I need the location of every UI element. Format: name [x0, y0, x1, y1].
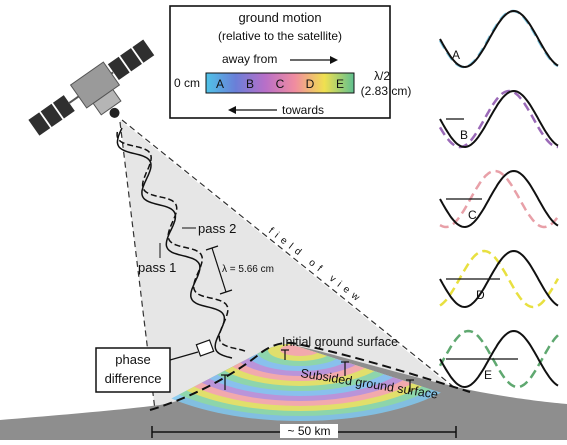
wave-panel-b: B	[438, 89, 559, 149]
half-wavelength-label: λ/2	[374, 69, 390, 83]
initial-surface-label: Initial ground surface	[282, 335, 398, 349]
wave-panel-e: E	[438, 329, 559, 389]
wave-panel-label: D	[476, 288, 485, 302]
reference-wave	[439, 169, 559, 229]
satellite-icon	[27, 38, 156, 137]
shifted-wave	[438, 329, 559, 389]
phase-difference-marker	[195, 339, 215, 357]
phase-difference-line2: difference	[105, 371, 162, 386]
fov-edge-right	[121, 119, 471, 401]
legend-title: ground motion	[238, 10, 321, 25]
wave-panel-label: B	[460, 128, 468, 142]
towards-label: towards	[282, 103, 324, 117]
subsidence-markers	[221, 349, 414, 392]
pass-2-label: pass 2	[198, 221, 236, 236]
reference-wave	[439, 329, 559, 389]
fringe-letter-a: A	[216, 77, 224, 91]
wavelength-label: λ = 5.66 cm	[222, 264, 274, 275]
half-wavelength-value: (2.83 cm)	[361, 84, 412, 98]
field-of-view-cone	[120, 120, 470, 410]
pass-1-label: pass 1	[138, 260, 176, 275]
initial-ground-surface-line	[149, 341, 471, 411]
wavelength-marker	[211, 247, 227, 293]
fringe-letter-e: E	[336, 77, 344, 91]
wave-panel-d: D	[439, 249, 560, 309]
wave-comparison-panels: A B C D E	[438, 9, 560, 389]
pass-1-wave	[116, 127, 233, 359]
zero-cm-label: 0 cm	[174, 76, 200, 90]
wave-panel-label: E	[484, 368, 492, 382]
pass-2-wave	[116, 131, 248, 353]
phase-difference-box	[95, 347, 171, 393]
scale-bar-label: ~ 50 km	[287, 424, 330, 438]
legend-box	[169, 5, 391, 119]
wave-panel-label: A	[452, 48, 460, 62]
reference-wave	[439, 249, 559, 309]
reference-wave	[439, 89, 559, 149]
fringe-letter-d: D	[306, 77, 315, 91]
interferogram-fringes	[130, 344, 470, 421]
wave-panel-a: A	[438, 9, 559, 69]
reference-wave	[439, 9, 559, 69]
shifted-wave	[439, 169, 559, 229]
legend-subtitle: (relative to the satellite)	[218, 29, 342, 43]
color-scale-bar	[205, 72, 355, 94]
fringe-letter-b: B	[246, 77, 254, 91]
away-from-label: away from	[222, 52, 277, 66]
shifted-wave	[438, 89, 559, 149]
wave-panel-c: C	[439, 169, 559, 229]
phase-difference-line1: phase	[115, 352, 150, 367]
fringe-letter-c: C	[276, 77, 285, 91]
wave-panel-label: C	[468, 208, 477, 222]
